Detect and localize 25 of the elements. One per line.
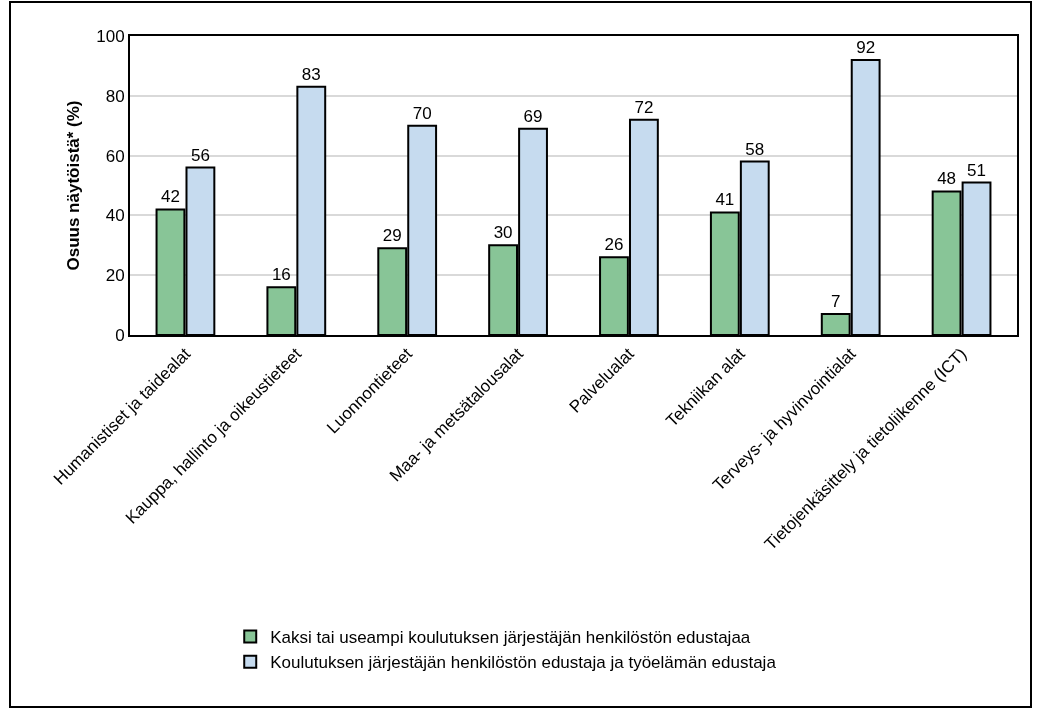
y-tick-label: 80 [105, 86, 125, 106]
y-tick-label: 60 [105, 146, 125, 166]
data-label: 30 [493, 223, 513, 243]
data-label: 41 [715, 190, 735, 210]
data-label: 56 [190, 145, 210, 165]
data-label: 26 [604, 235, 624, 255]
data-label: 92 [856, 37, 876, 57]
legend-label: Kaksi tai useampi koulutuksen järjestäjän henkilöstön edustajaa [270, 628, 751, 648]
y-tick-label: 20 [105, 266, 125, 286]
data-label: 58 [745, 139, 765, 159]
data-label: 69 [523, 106, 543, 126]
y-tick-label: 100 [96, 26, 125, 46]
data-label: 16 [271, 265, 291, 285]
data-label: 70 [412, 103, 432, 123]
data-label: 29 [382, 226, 402, 246]
data-label: 72 [634, 97, 654, 117]
data-label: 51 [967, 160, 986, 180]
data-label: 48 [937, 169, 957, 189]
data-label: 83 [301, 64, 321, 84]
data-label: 42 [161, 187, 180, 207]
data-label: 7 [830, 292, 841, 312]
y-tick-label: 40 [105, 206, 125, 226]
y-axis-title: Osuus näytöistä* (%) [64, 100, 84, 271]
legend-label: Koulutuksen järjestäjän henkilöstön edustaja ja työelämän edustaja [270, 653, 777, 673]
y-tick-label: 0 [115, 325, 125, 345]
